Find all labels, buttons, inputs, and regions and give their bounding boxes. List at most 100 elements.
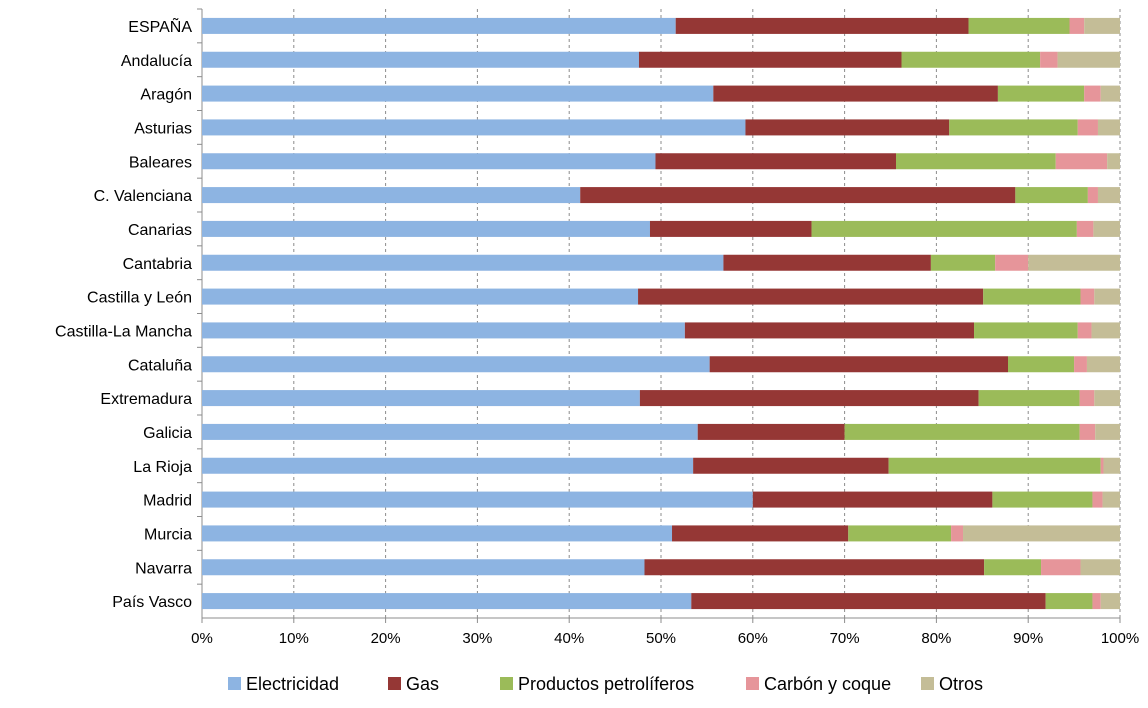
x-tick-label: 20%	[371, 630, 401, 647]
bar-segment	[978, 390, 1080, 407]
bar-segment	[202, 356, 710, 373]
category-label: Murcia	[144, 526, 192, 543]
category-label: Madrid	[143, 493, 192, 510]
bar-segment	[684, 322, 975, 339]
bars-layer	[202, 17, 1120, 610]
x-tick-label: 60%	[738, 630, 768, 647]
bar-segment	[202, 187, 581, 204]
bar-segment	[752, 491, 993, 508]
bar-segment	[1093, 220, 1120, 237]
category-label: La Rioja	[133, 459, 192, 476]
category-label: Castilla y León	[87, 290, 192, 307]
bar-segment	[1100, 85, 1120, 102]
bar-segment	[1080, 288, 1095, 305]
bar-segment	[202, 322, 685, 339]
bar-segment	[202, 153, 656, 170]
x-tick-label: 100%	[1101, 630, 1139, 647]
bar-segment	[963, 525, 1120, 542]
bar-segment	[202, 559, 645, 576]
bar-segment	[995, 254, 1029, 271]
bar-segment	[1091, 322, 1120, 339]
bar-segment	[580, 187, 1016, 204]
bar-segment	[844, 423, 1080, 440]
bar-segment	[202, 119, 746, 136]
bar-segment	[983, 288, 1081, 305]
bar-segment	[1028, 254, 1120, 271]
category-label: Cataluña	[128, 357, 192, 374]
bar-segment	[672, 525, 849, 542]
bar-segment	[675, 17, 969, 34]
bar-segment	[896, 153, 1056, 170]
bar-segment	[691, 593, 1046, 610]
bar-segment	[1103, 457, 1120, 474]
category-label: Navarra	[135, 560, 192, 577]
bar-segment	[1077, 322, 1092, 339]
bar-segment	[202, 593, 692, 610]
bar-segment	[655, 153, 897, 170]
bar-segment	[202, 390, 640, 407]
bar-segment	[202, 17, 676, 34]
bar-segment	[202, 423, 698, 440]
bar-segment	[1084, 17, 1120, 34]
bar-segment	[1094, 288, 1120, 305]
x-tick-label: 90%	[1013, 630, 1043, 647]
bar-segment	[1079, 423, 1096, 440]
bar-segment	[997, 85, 1085, 102]
bar-segment	[1055, 153, 1108, 170]
bar-segment	[693, 457, 889, 474]
bar-segment	[202, 288, 639, 305]
bar-segment	[202, 85, 714, 102]
legend-swatch	[500, 677, 513, 690]
bar-segment	[901, 51, 1041, 68]
bar-segment	[202, 491, 753, 508]
bar-segment	[1080, 559, 1120, 576]
bar-segment	[713, 85, 998, 102]
bar-segment	[745, 119, 950, 136]
x-tick-labels: 0% 10% 20% 30% 40% 50% 60% 70% 80% 90% 100%	[191, 630, 1139, 647]
x-tick-label: 40%	[554, 630, 584, 647]
bar-segment	[1084, 85, 1101, 102]
x-tick-label: 30%	[462, 630, 492, 647]
legend-swatch	[921, 677, 934, 690]
category-label: Andalucía	[121, 53, 192, 70]
bar-segment	[202, 51, 639, 68]
bar-segment	[1087, 187, 1098, 204]
bar-segment	[649, 220, 812, 237]
category-label: Cantabria	[123, 256, 192, 273]
bar-segment	[202, 457, 694, 474]
bar-segment	[202, 525, 673, 542]
bar-segment	[1095, 423, 1120, 440]
legend-label: Productos petrolíferos	[518, 674, 694, 694]
bar-segment	[1040, 51, 1058, 68]
x-tick-label: 50%	[646, 630, 676, 647]
bar-segment	[951, 525, 964, 542]
legend-label: Gas	[406, 674, 439, 694]
legend-label: Carbón y coque	[764, 674, 891, 694]
bar-segment	[984, 559, 1042, 576]
bar-segment	[202, 254, 724, 271]
category-label: Extremadura	[100, 391, 192, 408]
bar-segment	[1092, 491, 1103, 508]
bar-segment	[723, 254, 931, 271]
bar-segment	[888, 457, 1101, 474]
category-label: Castilla-La Mancha	[55, 323, 192, 340]
bar-segment	[638, 288, 984, 305]
bar-segment	[1045, 593, 1093, 610]
category-label: C. Valenciana	[94, 188, 193, 205]
bar-segment	[968, 17, 1070, 34]
legend: Electricidad Gas Productos petrolíferos Car…	[228, 674, 983, 694]
bar-segment	[974, 322, 1078, 339]
bar-segment	[992, 491, 1093, 508]
bar-segment	[1100, 593, 1120, 610]
bar-segment	[697, 423, 845, 440]
bar-segment	[1100, 457, 1104, 474]
category-label: ESPAÑA	[128, 16, 192, 36]
bar-segment	[1041, 559, 1081, 576]
bar-segment	[1015, 187, 1088, 204]
bar-segment	[1069, 17, 1085, 34]
category-label: Galicia	[143, 425, 192, 442]
bar-segment	[709, 356, 1009, 373]
x-tick-label: 0%	[191, 630, 213, 647]
bar-segment	[644, 559, 985, 576]
